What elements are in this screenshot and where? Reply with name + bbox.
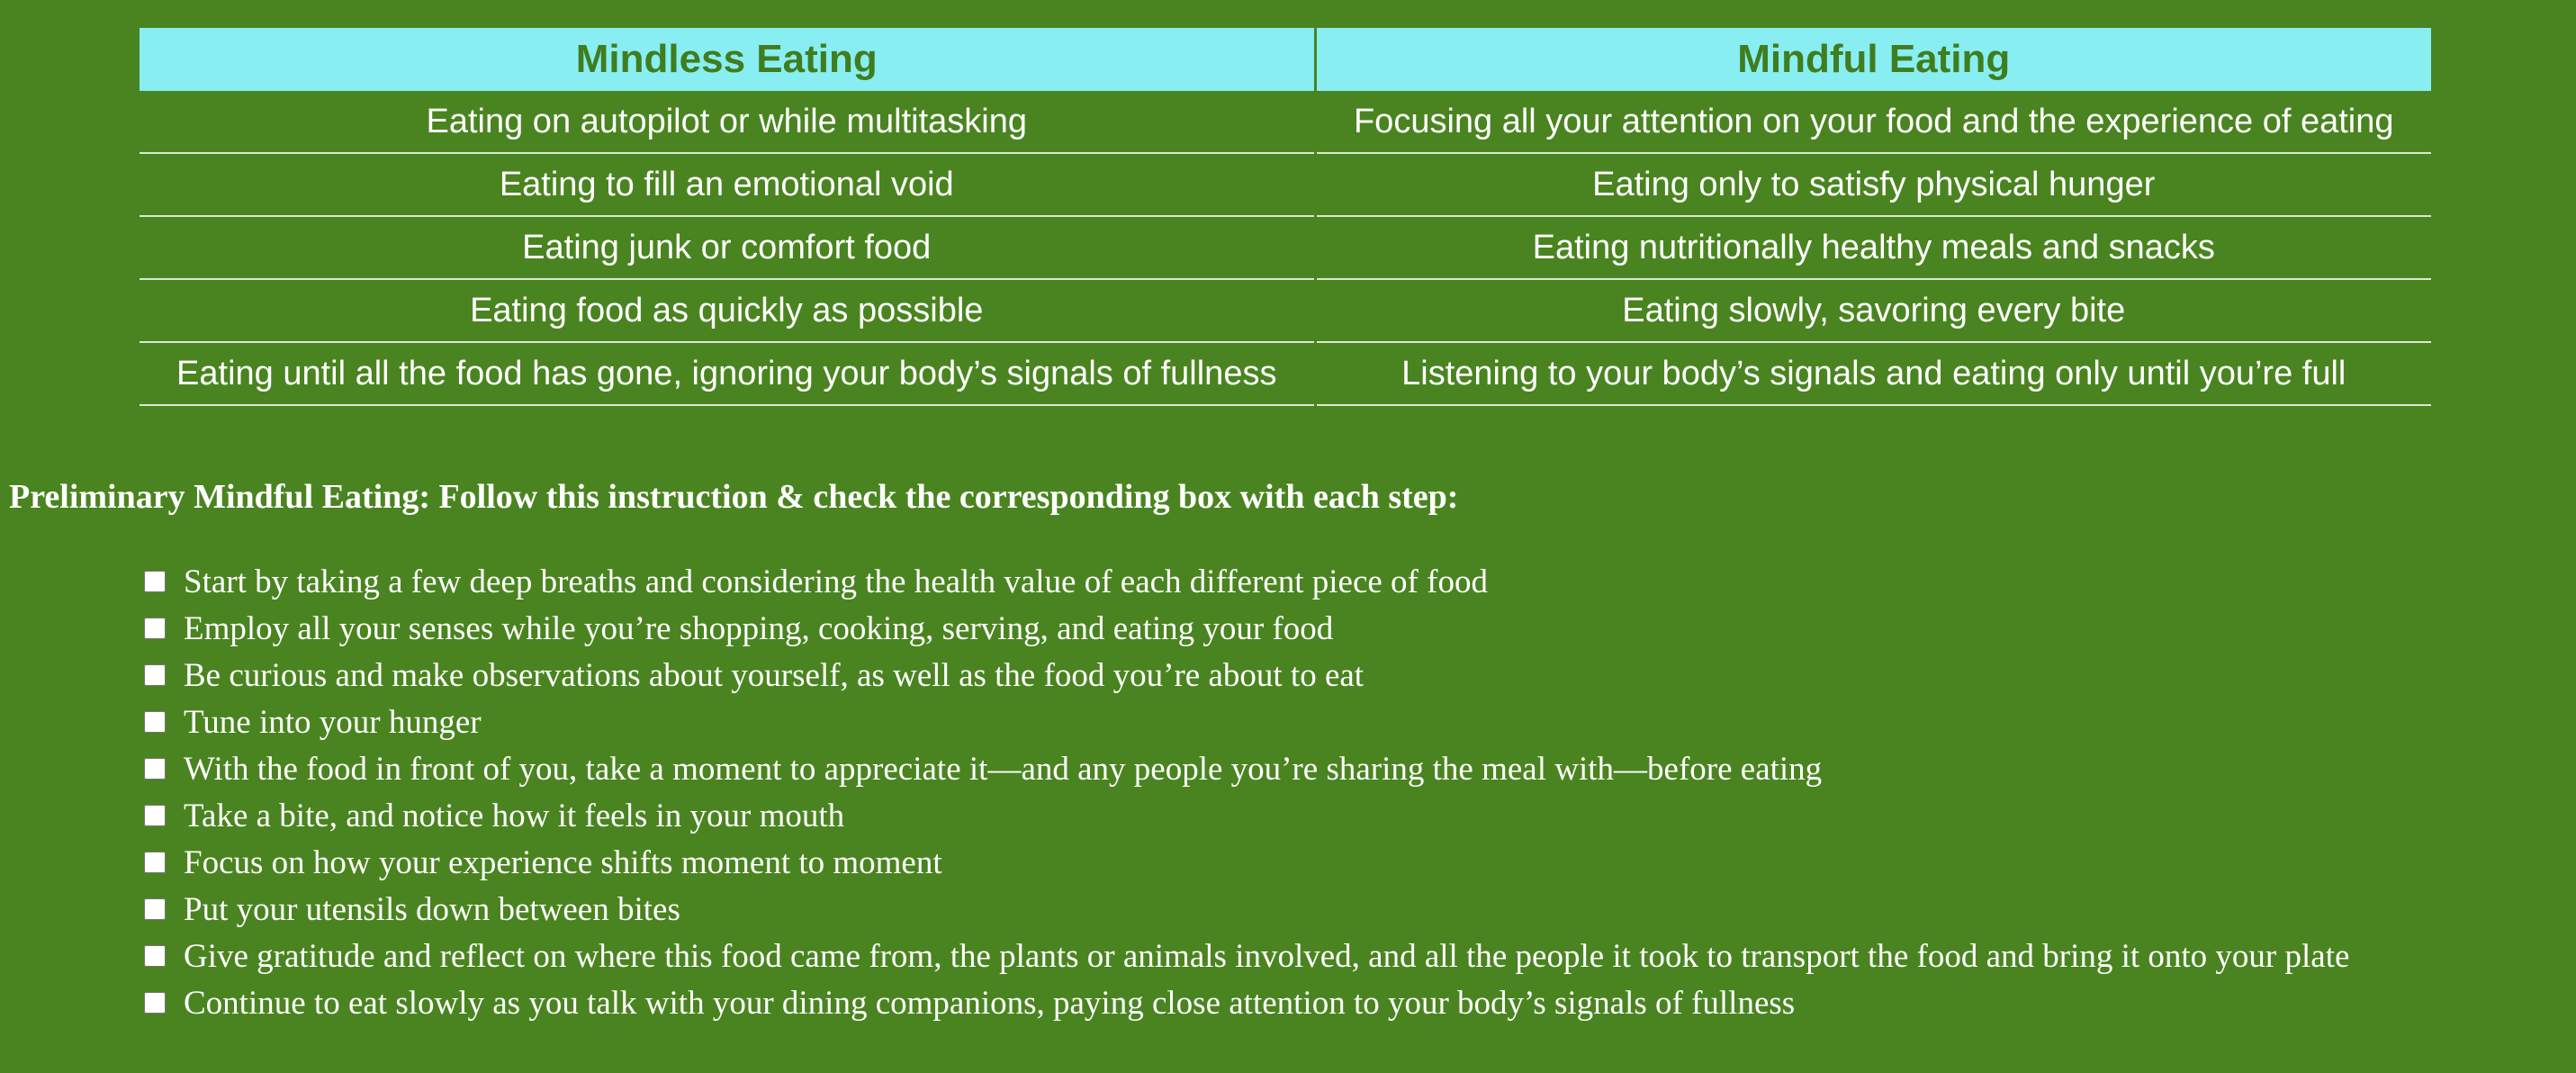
checklist-item: With the food in front of you, take a mo… [142, 745, 2349, 792]
checklist-item: Give gratitude and reflect on where this… [142, 933, 2349, 979]
checklist-item-label: Take a bite, and notice how it feels in … [184, 797, 845, 834]
checklist-item-label: Put your utensils down between bites [184, 890, 680, 928]
table-cell-mindful: Eating nutritionally healthy meals and s… [1315, 216, 2431, 280]
checklist-item-label: Employ all your senses while you’re shop… [184, 609, 1334, 647]
column-header-mindful: Mindful Eating [1315, 28, 2431, 91]
checklist-item-label: Be curious and make observations about y… [184, 656, 1365, 694]
step-checkbox[interactable] [144, 805, 166, 826]
table-cell-mindless: Eating on autopilot or while multitaskin… [140, 91, 1317, 154]
column-header-mindless: Mindless Eating [140, 28, 1317, 91]
table-cell-mindful: Eating only to satisfy physical hunger [1315, 153, 2431, 217]
table-row: Eating until all the food has gone, igno… [140, 342, 2431, 406]
checklist-item: Start by taking a few deep breaths and c… [142, 558, 2349, 605]
checklist-item: Continue to eat slowly as you talk with … [142, 979, 2349, 1026]
table-cell-mindful: Focusing all your attention on your food… [1315, 91, 2431, 154]
step-checkbox[interactable] [144, 852, 166, 873]
checklist-item-label: Focus on how your experience shifts mome… [184, 843, 942, 881]
mindful-eating-checklist: Start by taking a few deep breaths and c… [142, 558, 2349, 1026]
table-cell-mindless: Eating food as quickly as possible [140, 279, 1317, 343]
checklist-item-label: Continue to eat slowly as you talk with … [184, 984, 1796, 1022]
table-row: Eating to fill an emotional void Eating … [140, 153, 2431, 217]
table-row: Eating junk or comfort food Eating nutri… [140, 216, 2431, 280]
step-checkbox[interactable] [144, 992, 166, 1014]
checklist-item: Employ all your senses while you’re shop… [142, 605, 2349, 652]
step-checkbox[interactable] [144, 618, 166, 639]
table-cell-mindless: Eating to fill an emotional void [140, 153, 1317, 217]
step-checkbox[interactable] [144, 664, 166, 686]
checklist-item: Put your utensils down between bites [142, 886, 2349, 933]
mindless-vs-mindful-table: Mindless Eating Mindful Eating Eating on… [140, 28, 2431, 406]
step-checkbox[interactable] [144, 945, 166, 967]
step-checkbox[interactable] [144, 898, 166, 920]
table-cell-mindless: Eating junk or comfort food [140, 216, 1317, 280]
checklist-item: Tune into your hunger [142, 699, 2349, 745]
checklist-item-label: With the food in front of you, take a mo… [184, 750, 1823, 788]
step-checkbox[interactable] [144, 571, 166, 592]
checklist-title: Preliminary Mindful Eating: Follow this … [9, 478, 1459, 516]
step-checkbox[interactable] [144, 758, 166, 780]
step-checkbox[interactable] [144, 711, 166, 733]
table-cell-mindless: Eating until all the food has gone, igno… [140, 342, 1317, 406]
checklist-item: Focus on how your experience shifts mome… [142, 839, 2349, 886]
checklist-item: Be curious and make observations about y… [142, 652, 2349, 699]
table-cell-mindful: Listening to your body’s signals and eat… [1315, 342, 2431, 406]
comparison-table-container: Mindless Eating Mindful Eating Eating on… [140, 28, 2431, 406]
table-header-row: Mindless Eating Mindful Eating [140, 28, 2431, 91]
checklist-item: Take a bite, and notice how it feels in … [142, 792, 2349, 839]
checklist-item-label: Start by taking a few deep breaths and c… [184, 563, 1488, 600]
table-row: Eating on autopilot or while multitaskin… [140, 91, 2431, 154]
table-row: Eating food as quickly as possible Eatin… [140, 279, 2431, 343]
checklist-item-label: Give gratitude and reflect on where this… [184, 937, 2350, 975]
table-cell-mindful: Eating slowly, savoring every bite [1315, 279, 2431, 343]
checklist-item-label: Tune into your hunger [184, 703, 482, 741]
